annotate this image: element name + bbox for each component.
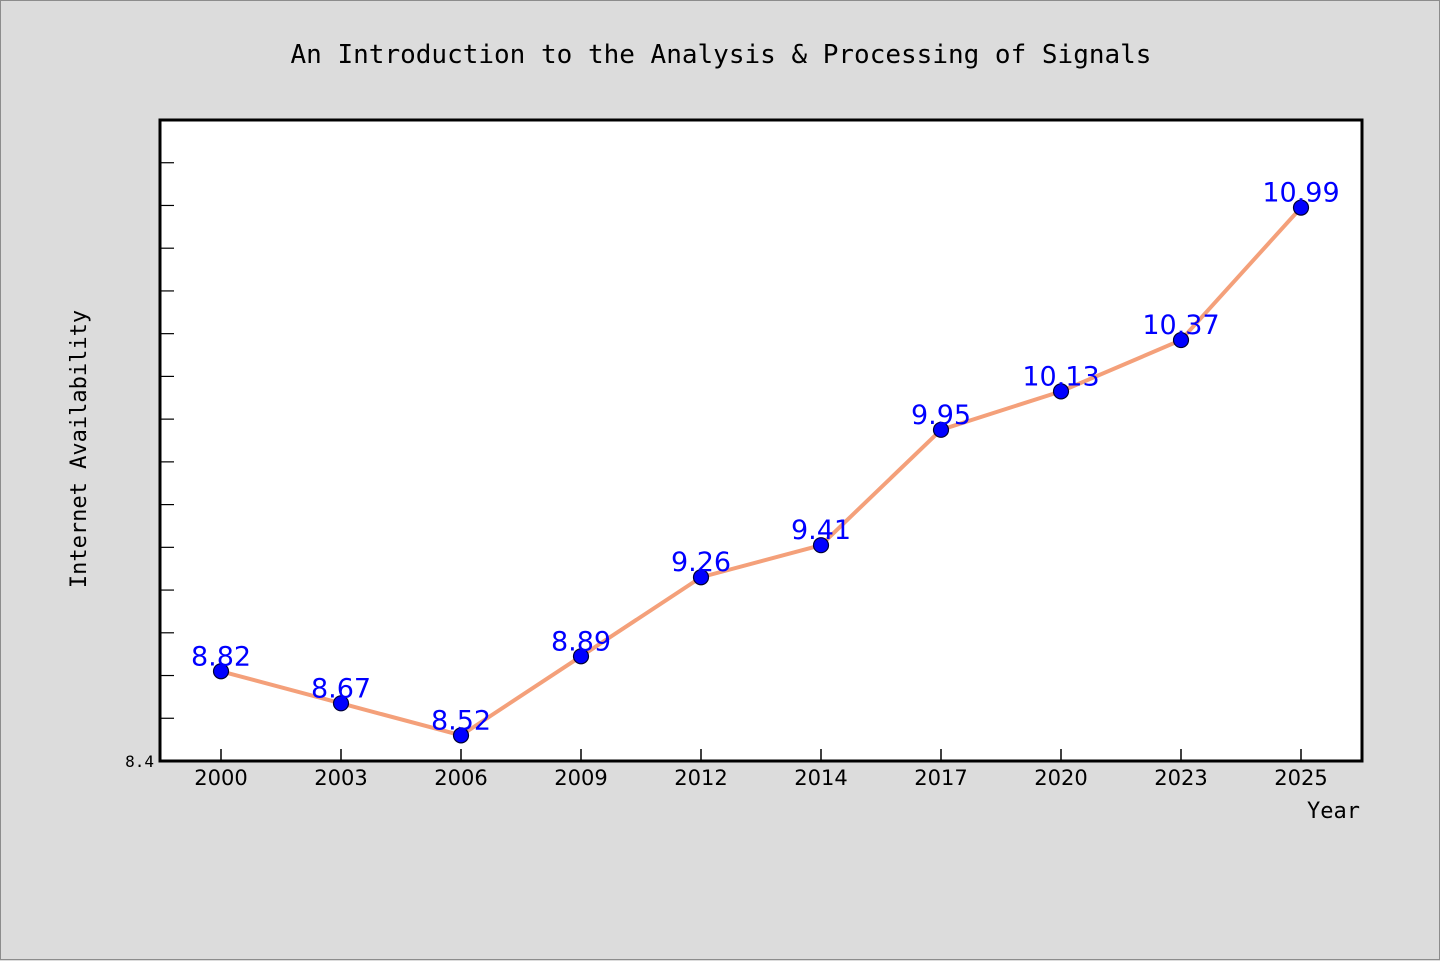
data-point-label: 8.67 [311,673,371,704]
x-axis-label: Year [1307,799,1360,824]
x-tick-label: 2017 [914,766,967,790]
data-labels: 8.82 8.67 8.52 8.89 9.26 9.41 9.95 10.13 10.37 10… [191,178,1340,737]
data-point-marker [452,727,470,744]
x-tick-label: 2020 [1034,766,1087,790]
data-point-label: 8.52 [431,705,491,736]
data-point-marker [932,421,950,438]
data-point-label: 10.99 [1262,178,1339,209]
x-tick-label: 2023 [1154,766,1207,790]
data-point-label: 10.13 [1022,361,1099,392]
data-point-marker [692,569,710,586]
data-point-marker [812,537,830,554]
x-tick-label: 2003 [314,766,367,790]
x-axis-tick-labels: 2000 2003 2006 2009 2012 2014 2017 2020 2023 2025 [194,766,1327,790]
data-point-label: 10.37 [1142,310,1219,341]
x-tick-label: 2000 [194,766,247,790]
x-tick-label: 2009 [554,766,607,790]
y-axis-ticks [160,119,174,762]
data-point-marker [332,695,350,712]
y-axis-label: Internet Availability [67,310,92,588]
series-markers [212,199,1310,744]
x-tick-label: 2014 [794,766,847,790]
data-point-label: 9.95 [911,400,971,431]
y-tick-label-min: 8.4 [125,752,154,771]
data-point-marker [1172,331,1190,349]
series-line [219,205,1303,738]
x-axis-ticks [220,749,1302,761]
data-point-label: 9.26 [671,547,731,578]
data-point-label: 9.41 [791,515,851,546]
chart-title: An Introduction to the Analysis & Proces… [291,40,1152,70]
data-point-marker [1052,383,1070,400]
x-tick-label: 2012 [674,766,727,790]
data-point-label: 8.82 [191,641,251,672]
x-tick-label: 2025 [1274,766,1327,790]
data-point-marker [572,648,590,665]
x-tick-label: 2006 [434,766,487,790]
data-point-marker [1292,199,1310,216]
plot-area [158,118,1364,763]
data-point-label: 8.89 [551,626,611,657]
data-point-marker [212,663,230,680]
